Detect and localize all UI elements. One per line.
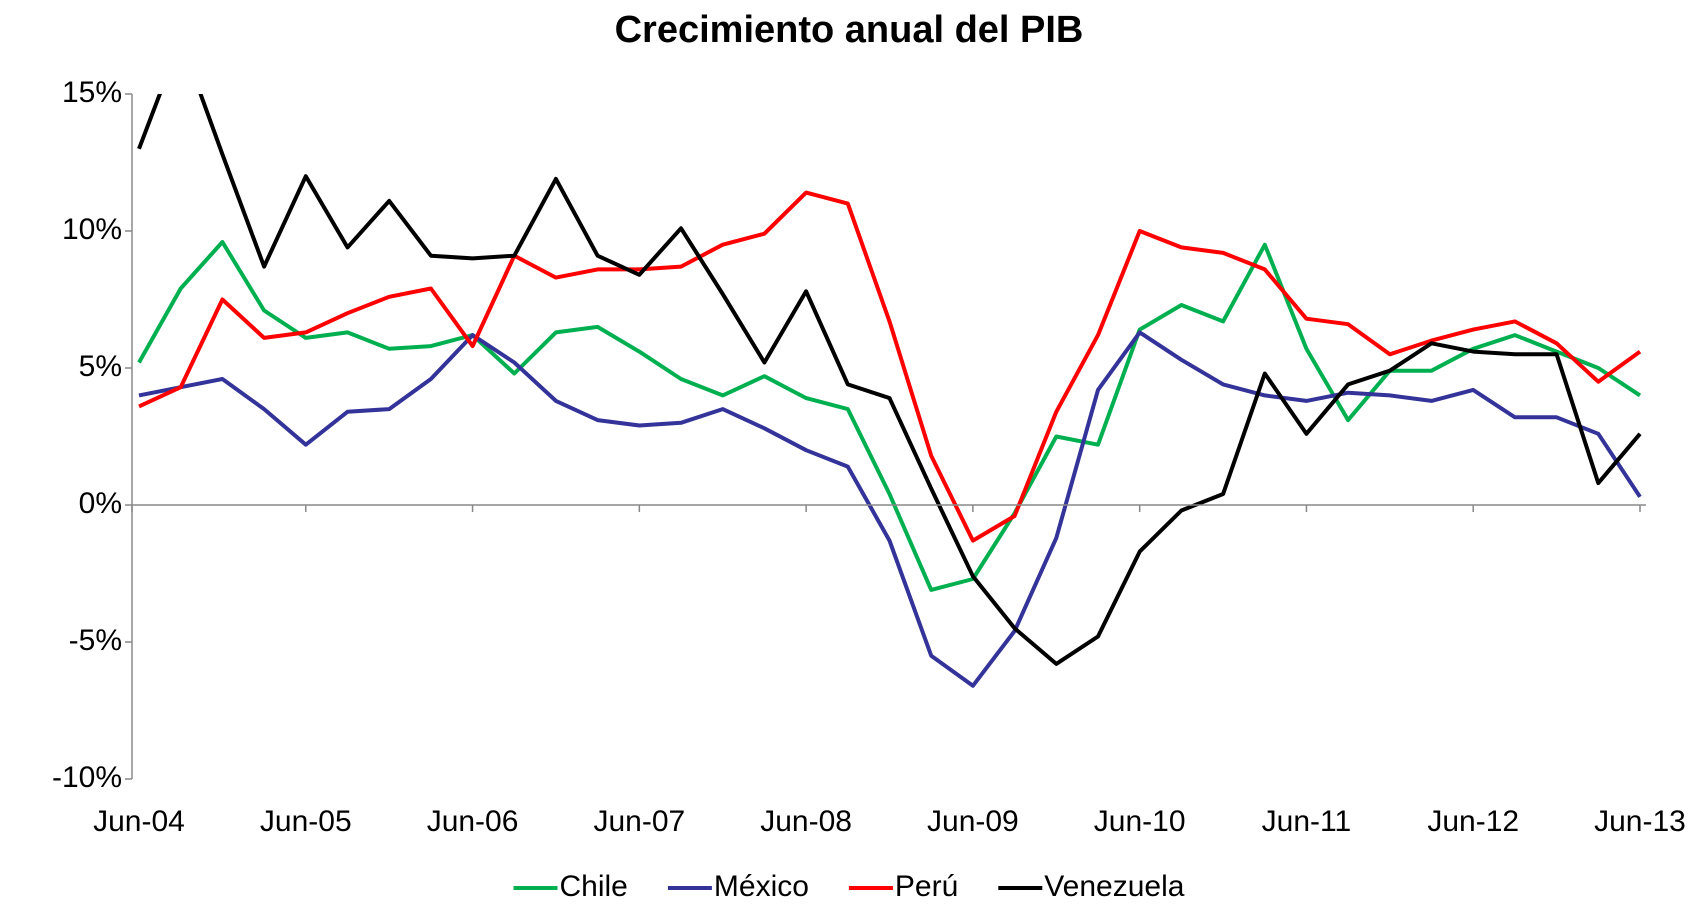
x-tick-label: Jun-11 (1262, 805, 1352, 838)
legend-label: Venezuela (1044, 870, 1184, 903)
x-tick-label: Jun-09 (927, 805, 1019, 838)
y-tick-label: 15% (62, 76, 122, 109)
legend-label: Chile (560, 870, 628, 903)
legend-item: Venezuela (998, 870, 1185, 903)
x-tick-label: Jun-07 (593, 805, 685, 838)
chart-title: Crecimiento anual del PIB (615, 9, 1084, 51)
x-tick-label: Jun-13 (1594, 805, 1686, 838)
x-tick-label: Jun-06 (427, 805, 519, 838)
series-line (138, 330, 1642, 688)
y-tick-label: -10% (52, 761, 122, 794)
legend-item: Chile (513, 870, 628, 903)
x-tick-label: Jun-04 (93, 805, 185, 838)
legend-label: Perú (895, 870, 958, 903)
y-tick-label: 5% (79, 350, 122, 383)
x-tick-label: Jun-10 (1094, 805, 1186, 838)
legend-item: Perú (848, 870, 958, 903)
y-tick-label: 10% (62, 213, 122, 246)
series-line (137, 94, 1642, 666)
x-tick-label: Jun-12 (1427, 805, 1519, 838)
series-line (138, 190, 1642, 543)
plot-area (137, 94, 1642, 688)
legend-label: México (714, 870, 809, 903)
y-tick-label: -5% (69, 624, 122, 657)
x-tick-label: Jun-05 (260, 805, 352, 838)
y-tick-label: 0% (79, 487, 122, 520)
legend-item: México (667, 870, 809, 903)
x-tick-label: Jun-08 (760, 805, 852, 838)
